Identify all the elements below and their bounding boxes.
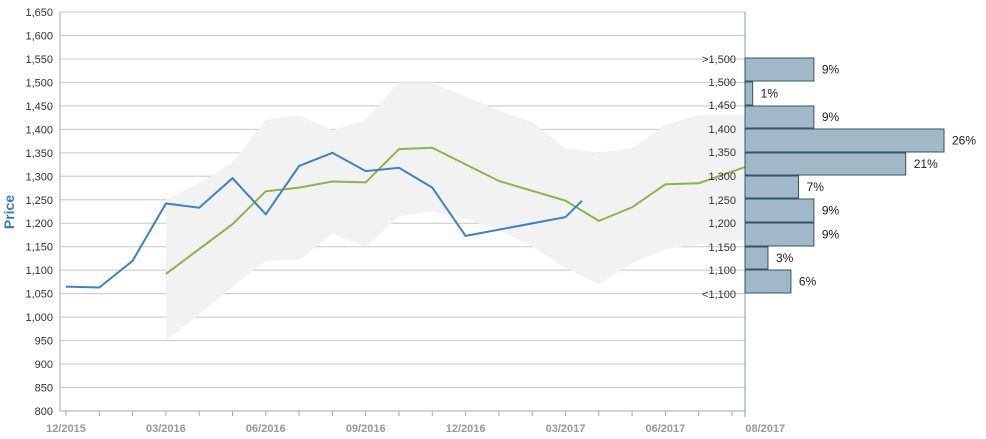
x-tick-label: 09/2016	[346, 423, 386, 435]
forecast-range-band	[165, 82, 746, 341]
histogram-value-label: 3%	[776, 251, 794, 265]
histogram-bar	[744, 198, 815, 223]
histogram-value-label: 6%	[799, 275, 817, 289]
x-tick-label: 12/2015	[46, 423, 86, 435]
y-tick-label: 850	[35, 383, 53, 395]
y-axis-ticks: 800 850 900 950 1,000 1,050 1,100 1,150 1,200 1,2…	[25, 7, 53, 418]
forecast-line	[165, 146, 746, 275]
y-tick-label: 1,250	[25, 195, 53, 207]
histogram-category-label: 1,150	[708, 242, 736, 254]
histogram-value-label: 1%	[761, 87, 779, 101]
histogram-category-label: 1,200	[708, 218, 736, 230]
histogram-category-label: <1,100	[702, 289, 736, 301]
histogram-bar	[744, 105, 815, 129]
distribution-histogram: 9% 1% 9% 26% 21% 7% 9% 9% 3% 6% >1,500 1,500 1,450 1,…	[702, 54, 976, 301]
series-lines	[65, 146, 746, 289]
y-tick-label: 950	[35, 336, 53, 348]
y-tick-label: 900	[35, 359, 53, 371]
histogram-value-label: 9%	[822, 110, 840, 124]
y-tick-label: 1,350	[25, 148, 53, 160]
histogram-bar	[744, 81, 754, 106]
histogram-bar	[744, 57, 815, 82]
histogram-value-label: 26%	[952, 134, 976, 148]
histogram-category-label: >1,500	[702, 54, 736, 66]
x-tick-label: 08/2017	[745, 423, 785, 435]
price-line-tail	[564, 199, 583, 218]
histogram-bar	[744, 269, 792, 294]
y-tick-label: 1,650	[25, 7, 53, 19]
histogram-category-label: 1,350	[708, 147, 736, 159]
x-tick-label: 12/2016	[446, 423, 486, 435]
histogram-value-label: 9%	[822, 63, 840, 77]
y-tick-label: 1,600	[25, 30, 53, 42]
histogram-value-label: 9%	[822, 204, 840, 218]
histogram-bar	[744, 152, 907, 176]
y-tick-label: 1,000	[25, 312, 53, 324]
x-tick-label: 03/2017	[546, 423, 586, 435]
y-tick-label: 1,300	[25, 171, 53, 183]
histogram-category-label: 1,500	[708, 77, 736, 89]
histogram-category-label: 1,450	[708, 100, 736, 112]
y-axis-label: Price	[1, 195, 17, 229]
x-tick-label: 06/2017	[646, 423, 686, 435]
price-line	[65, 151, 566, 289]
x-tick-label: 03/2016	[146, 423, 186, 435]
histogram-value-label: 21%	[914, 157, 938, 171]
y-tick-label: 1,150	[25, 242, 53, 254]
y-tick-label: 1,100	[25, 265, 53, 277]
histogram-bar	[744, 246, 769, 270]
histogram-bar	[744, 128, 945, 153]
y-tick-label: 1,050	[25, 289, 53, 301]
x-axis-ticks: 12/2015 03/2016 06/2016 09/2016 12/2016 03/20…	[46, 411, 785, 435]
histogram-category-label: 1,400	[708, 124, 736, 136]
histogram-category-label: 1,100	[708, 265, 736, 277]
y-tick-label: 800	[35, 406, 53, 418]
histogram-value-label: 7%	[807, 180, 825, 194]
y-tick-label: 1,550	[25, 54, 53, 66]
y-tick-label: 1,450	[25, 101, 53, 113]
histogram-bar	[744, 222, 815, 247]
histogram-category-label: 1,300	[708, 171, 736, 183]
x-tick-label: 06/2016	[246, 423, 286, 435]
histogram-bar	[744, 175, 800, 199]
histogram-value-label: 9%	[822, 228, 840, 242]
y-tick-label: 1,400	[25, 124, 53, 136]
histogram-category-label: 1,250	[708, 195, 736, 207]
y-tick-label: 1,200	[25, 218, 53, 230]
y-tick-label: 1,500	[25, 77, 53, 89]
forecast-range-area	[165, 82, 746, 341]
